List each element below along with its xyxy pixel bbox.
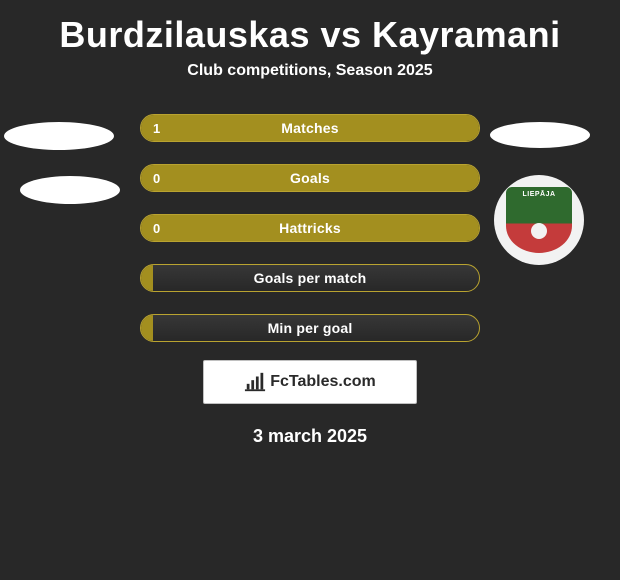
stat-label: Hattricks: [279, 220, 341, 236]
stat-label: Matches: [281, 120, 338, 136]
stat-bars: 1 Matches 0 Goals 0 Hattricks Goals per …: [140, 114, 480, 342]
left-club-badge: [20, 176, 120, 204]
stat-label: Goals: [290, 170, 330, 186]
stat-bar-goals: 0 Goals: [140, 164, 480, 192]
stat-value: 0: [153, 171, 160, 186]
stat-value: 0: [153, 221, 160, 236]
generation-date: 3 march 2025: [0, 426, 620, 447]
right-player-badge: [490, 122, 590, 148]
attribution-text: FcTables.com: [270, 373, 376, 391]
attribution-box: FcTables.com: [203, 360, 417, 404]
stat-bar-matches: 1 Matches: [140, 114, 480, 142]
stat-bar-fill: [141, 315, 153, 341]
club-crest-name: LIEPĀJA: [522, 191, 555, 198]
stat-bar-fill: [141, 265, 153, 291]
club-crest-ball-icon: [531, 223, 547, 239]
left-player-badge-1: [4, 122, 114, 150]
stat-bar-min-per-goal: Min per goal: [140, 314, 480, 342]
stat-label: Min per goal: [268, 320, 353, 336]
page-title: Burdzilauskas vs Kayramani: [0, 0, 620, 56]
stat-label: Goals per match: [254, 270, 367, 286]
stat-value: 1: [153, 121, 160, 136]
chart-bars-icon: [244, 371, 266, 393]
stat-bar-hattricks: 0 Hattricks: [140, 214, 480, 242]
subtitle: Club competitions, Season 2025: [0, 62, 620, 80]
club-crest-shield: LIEPĀJA: [506, 187, 572, 253]
stat-bar-goals-per-match: Goals per match: [140, 264, 480, 292]
right-club-crest: LIEPĀJA: [494, 175, 584, 265]
